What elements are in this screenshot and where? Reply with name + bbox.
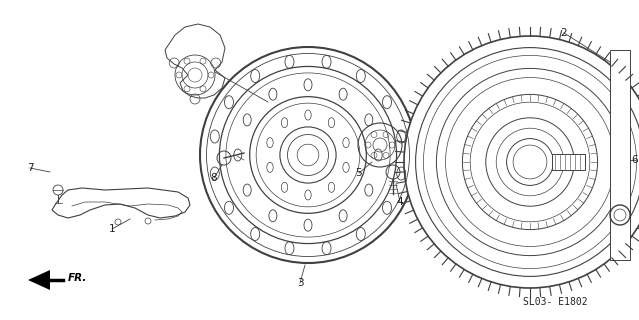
Polygon shape <box>52 188 190 218</box>
Text: 7: 7 <box>27 163 33 173</box>
Text: 2: 2 <box>560 28 567 38</box>
Polygon shape <box>28 270 50 290</box>
Text: 5: 5 <box>356 168 362 178</box>
Polygon shape <box>552 154 585 170</box>
Text: 3: 3 <box>296 278 304 288</box>
Ellipse shape <box>358 123 402 167</box>
Text: 1: 1 <box>109 224 115 234</box>
Text: 8: 8 <box>211 173 217 183</box>
Polygon shape <box>610 50 630 260</box>
Text: FR.: FR. <box>68 273 88 283</box>
Polygon shape <box>165 24 225 98</box>
Text: SL03- E1802: SL03- E1802 <box>523 297 587 307</box>
Ellipse shape <box>507 139 553 185</box>
Ellipse shape <box>404 36 639 288</box>
Ellipse shape <box>200 47 416 263</box>
Text: 4: 4 <box>397 197 403 207</box>
Text: 6: 6 <box>632 155 638 165</box>
